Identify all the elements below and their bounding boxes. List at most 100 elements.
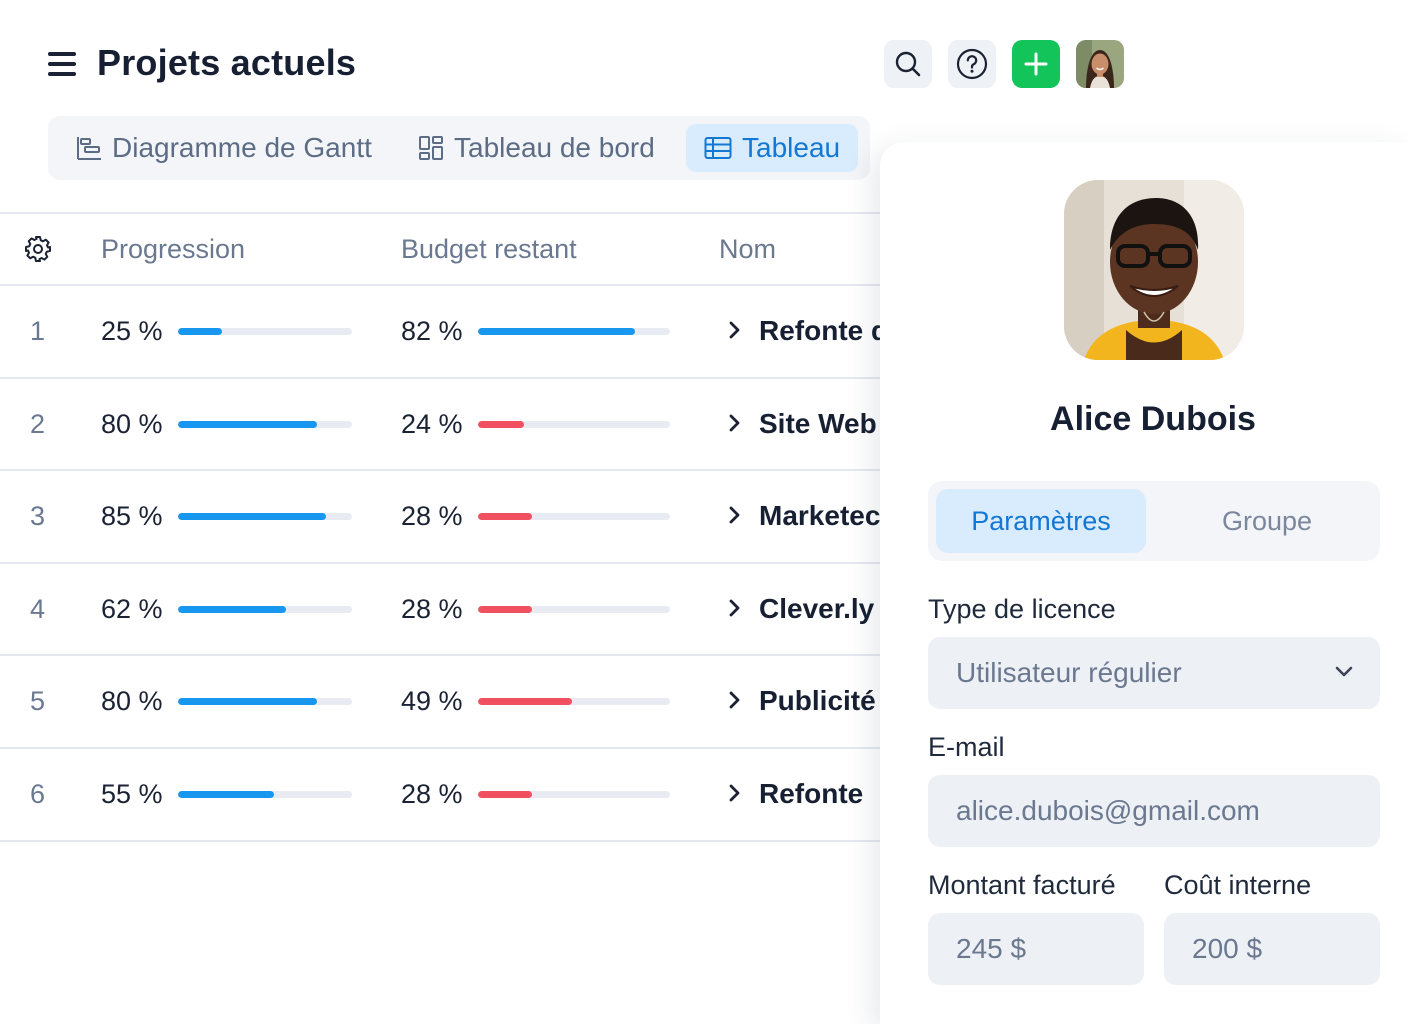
- progress-bar: [178, 420, 352, 428]
- budget-bar: [478, 605, 670, 613]
- internal-cost-value: 200 $: [1192, 933, 1263, 964]
- progress-bar-fill: [178, 513, 326, 521]
- project-name[interactable]: Marketec: [759, 500, 881, 532]
- tab-table-label: Tableau: [742, 132, 841, 163]
- tab-parametres[interactable]: Paramètres: [936, 489, 1146, 553]
- search-button[interactable]: [884, 40, 932, 88]
- page-title: Projets actuels: [97, 42, 357, 83]
- chevron-right-icon[interactable]: [724, 783, 744, 803]
- budget-value: 49 %: [401, 686, 463, 717]
- progress-bar: [178, 698, 352, 706]
- budget-bar-fill: [478, 420, 525, 428]
- budget-bar: [478, 513, 670, 521]
- email-value: alice.dubois@gmail.com: [956, 795, 1260, 826]
- billed-value: 245 $: [956, 933, 1027, 964]
- budget-bar-fill: [478, 328, 636, 335]
- row-number: 3: [30, 501, 46, 532]
- email-label: E-mail: [928, 732, 1005, 762]
- progress-value: 80 %: [101, 408, 163, 439]
- col-name[interactable]: Nom: [719, 234, 777, 264]
- progress-bar: [178, 790, 352, 798]
- tab-dashboard[interactable]: Tableau de bord: [400, 124, 673, 172]
- chevron-right-icon[interactable]: [724, 598, 744, 618]
- profile-name: Alice Dubois: [1050, 400, 1256, 438]
- project-name[interactable]: Refonte d: [759, 315, 889, 346]
- table-row[interactable]: 4 62 % 28 % Clever.ly: [0, 564, 880, 657]
- project-name[interactable]: Site Web: [759, 407, 877, 439]
- progress-value: 25 %: [101, 316, 163, 346]
- add-button[interactable]: [1012, 40, 1060, 88]
- table-row[interactable]: 1 25 % 82 % Refonte d: [0, 286, 888, 379]
- tab-table[interactable]: Tableau: [686, 124, 859, 172]
- budget-bar: [478, 698, 670, 706]
- tab-dashboard-label: Tableau de bord: [454, 132, 655, 163]
- help-button[interactable]: [948, 40, 996, 88]
- table-header: Progression Budget restant Nom: [0, 212, 880, 286]
- budget-bar: [478, 790, 670, 798]
- progress-value: 62 %: [101, 593, 163, 624]
- help-icon: [956, 48, 988, 80]
- view-tabs: Diagramme de Gantt Tableau de bord Table…: [48, 116, 870, 180]
- budget-bar: [478, 328, 670, 335]
- table-icon: [704, 137, 732, 159]
- budget-value: 28 %: [401, 501, 463, 532]
- row-number: 5: [30, 686, 46, 717]
- row-number: 6: [30, 778, 46, 809]
- search-icon: [895, 51, 921, 77]
- tab-groupe[interactable]: Groupe: [1221, 505, 1313, 536]
- chevron-right-icon[interactable]: [724, 413, 744, 433]
- budget-bar-fill: [478, 605, 532, 613]
- progress-bar-fill: [178, 605, 286, 613]
- license-select[interactable]: Utilisateur régulier: [928, 637, 1380, 709]
- table-row[interactable]: 6 55 % 28 % Refonte: [0, 749, 880, 842]
- progress-value: 85 %: [101, 501, 163, 532]
- projects-table: Progression Budget restant Nom 1 25 % 82 %…: [0, 212, 888, 842]
- progress-bar-fill: [178, 698, 318, 706]
- tab-gantt-label: Diagramme de Gantt: [112, 132, 372, 163]
- chevron-down-icon: [1335, 666, 1353, 677]
- project-name[interactable]: Refonte: [759, 777, 864, 809]
- menu-icon[interactable]: [48, 52, 76, 76]
- table-body: 1 25 % 82 % Refonte d 2 80 % 24 % Site Web 3 85 %…: [0, 286, 888, 842]
- chevron-right-icon[interactable]: [724, 505, 744, 525]
- table-row[interactable]: 2 80 % 24 % Site Web: [0, 379, 880, 472]
- billed-label: Montant facturé: [928, 870, 1116, 900]
- gear-icon[interactable]: [24, 235, 52, 263]
- row-number: 2: [30, 408, 46, 439]
- budget-value: 24 %: [401, 408, 463, 439]
- email-field[interactable]: alice.dubois@gmail.com: [928, 775, 1380, 847]
- budget-value: 82 %: [401, 316, 463, 346]
- top-actions: [884, 40, 1124, 88]
- row-number: 4: [30, 593, 46, 624]
- internal-cost-label: Coût interne: [1164, 870, 1312, 900]
- license-label: Type de licence: [928, 594, 1116, 624]
- project-name[interactable]: Clever.ly: [759, 592, 875, 624]
- progress-bar: [178, 605, 352, 613]
- tab-gantt[interactable]: Diagramme de Gantt: [58, 124, 390, 172]
- plus-icon: [1024, 52, 1048, 76]
- billed-amount-field[interactable]: 245 $: [928, 913, 1144, 985]
- budget-value: 28 %: [401, 593, 463, 624]
- budget-bar-fill: [478, 698, 573, 706]
- budget-bar-fill: [478, 513, 532, 521]
- progress-bar: [178, 328, 352, 335]
- col-progression[interactable]: Progression: [101, 234, 246, 264]
- chevron-right-icon[interactable]: [724, 690, 744, 710]
- internal-cost-field[interactable]: 200 $: [1164, 913, 1380, 985]
- user-avatar[interactable]: [1076, 40, 1124, 88]
- progress-bar-fill: [178, 420, 318, 428]
- table-row[interactable]: 3 85 % 28 % Marketec: [0, 471, 880, 564]
- progress-value: 80 %: [101, 686, 163, 717]
- profile-tabs: Paramètres Groupe: [928, 481, 1380, 561]
- gantt-icon: [77, 137, 101, 160]
- progress-bar-fill: [178, 328, 222, 335]
- dashboard-icon: [419, 136, 443, 160]
- project-name[interactable]: Publicité: [759, 685, 876, 717]
- license-value: Utilisateur régulier: [956, 657, 1182, 688]
- col-budget[interactable]: Budget restant: [401, 234, 577, 264]
- progress-value: 55 %: [101, 778, 163, 809]
- table-row[interactable]: 5 80 % 49 % Publicité: [0, 656, 880, 749]
- chevron-right-icon[interactable]: [724, 320, 744, 340]
- row-number: 1: [30, 316, 46, 346]
- budget-bar: [478, 420, 670, 428]
